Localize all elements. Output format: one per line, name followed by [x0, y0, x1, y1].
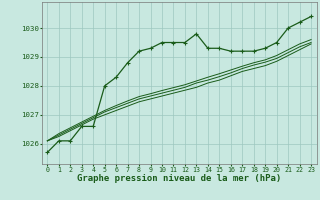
X-axis label: Graphe pression niveau de la mer (hPa): Graphe pression niveau de la mer (hPa)	[77, 174, 281, 183]
